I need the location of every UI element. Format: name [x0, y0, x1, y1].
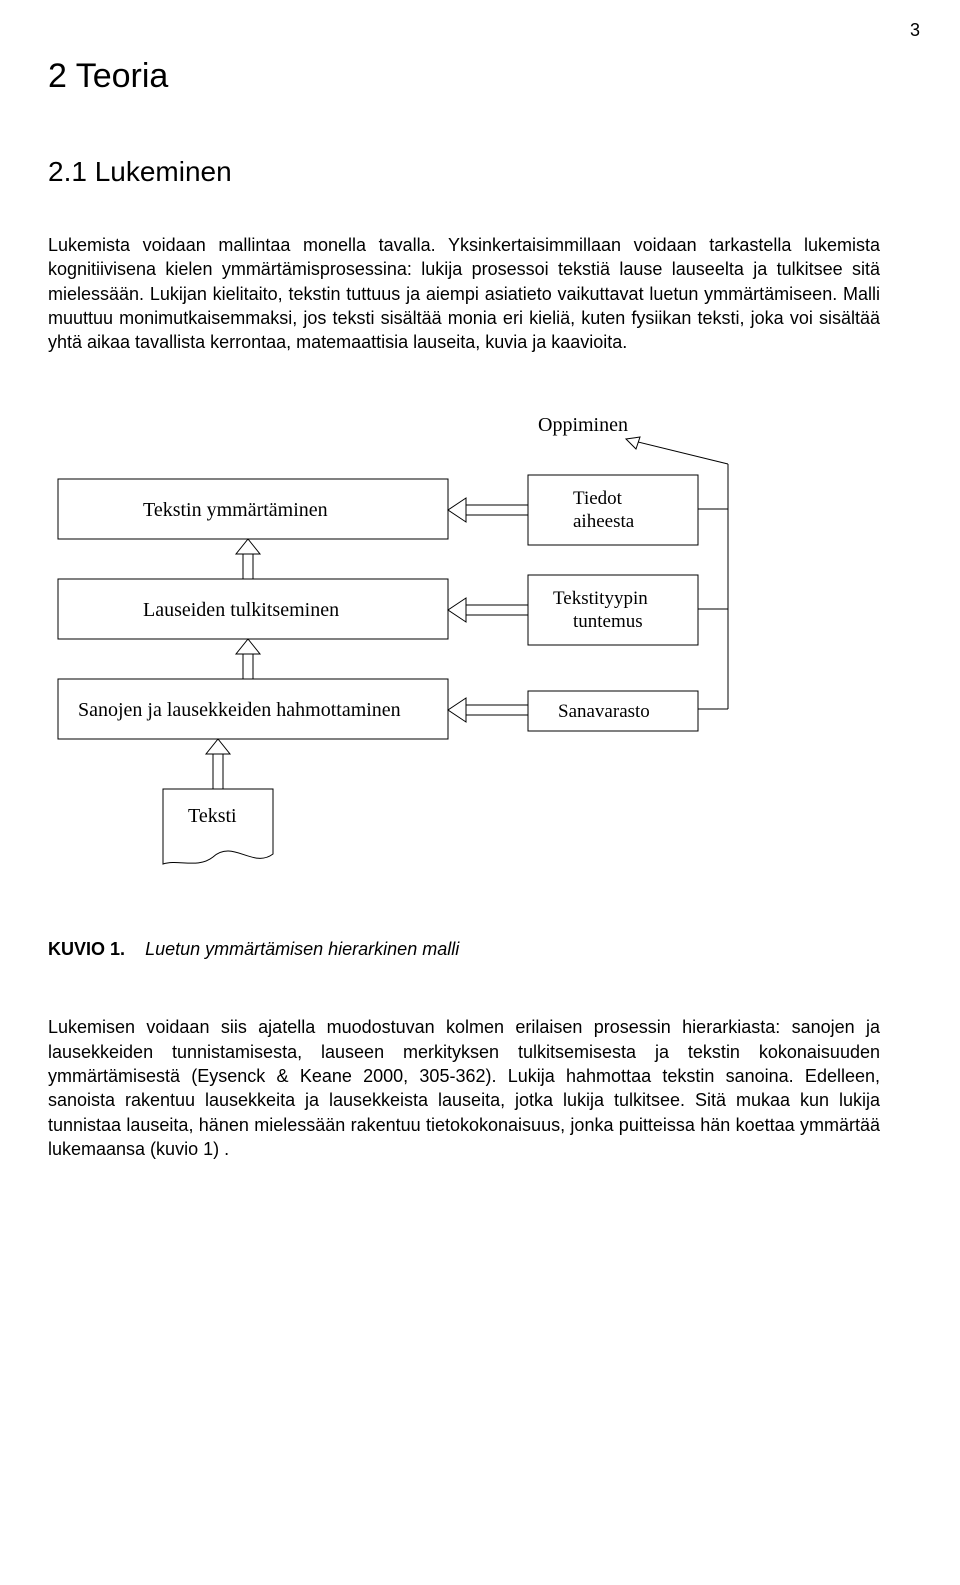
caption-text: Luetun ymmärtämisen hierarkinen malli: [145, 939, 459, 959]
bracket-arrowhead: [626, 437, 640, 449]
box-l2-label: Lauseiden tulkitseminen: [143, 599, 339, 621]
box-r3-line1: Sanavarasto: [558, 701, 650, 722]
h-arrowhead-2: [448, 598, 466, 622]
top-label: Oppiminen: [538, 414, 628, 436]
paragraph-1: Lukemista voidaan mallintaa monella tava…: [48, 233, 880, 354]
h-arrowhead-3: [448, 698, 466, 722]
paragraph-2: Lukemisen voidaan siis ajatella muodostu…: [48, 1015, 880, 1161]
box-l3-label: Sanojen ja lausekkeiden hahmottaminen: [78, 699, 401, 721]
box-r2-line1: Tekstityypin: [553, 588, 648, 609]
box-l4-label: Teksti: [188, 805, 237, 827]
box-r1: [528, 475, 698, 545]
page-number: 3: [910, 20, 920, 41]
box-r1-line1: Tiedot: [573, 488, 623, 509]
box-r1-line2: aiheesta: [573, 511, 635, 532]
box-r2: [528, 575, 698, 645]
bracket-arrow-line: [626, 439, 728, 464]
figure-caption: KUVIO 1. Luetun ymmärtämisen hierarkinen…: [48, 939, 880, 960]
v-arrowhead-1: [236, 539, 260, 554]
v-arrowhead-2: [236, 639, 260, 654]
box-l1-label: Tekstin ymmärtäminen: [143, 499, 328, 521]
figure-container: Oppiminen Tekstin ymmärtäminen Lauseiden…: [48, 409, 880, 884]
caption-label: KUVIO 1.: [48, 939, 125, 959]
heading-2: 2.1 Lukeminen: [48, 156, 880, 188]
h-arrowhead-1: [448, 498, 466, 522]
heading-1: 2 Teoria: [48, 57, 880, 96]
flowchart-svg: Oppiminen Tekstin ymmärtäminen Lauseiden…: [48, 409, 788, 879]
box-r2-line2: tuntemus: [573, 611, 643, 632]
page: 3 2 Teoria 2.1 Lukeminen Lukemista voida…: [0, 0, 960, 1585]
v-arrowhead-3: [206, 739, 230, 754]
